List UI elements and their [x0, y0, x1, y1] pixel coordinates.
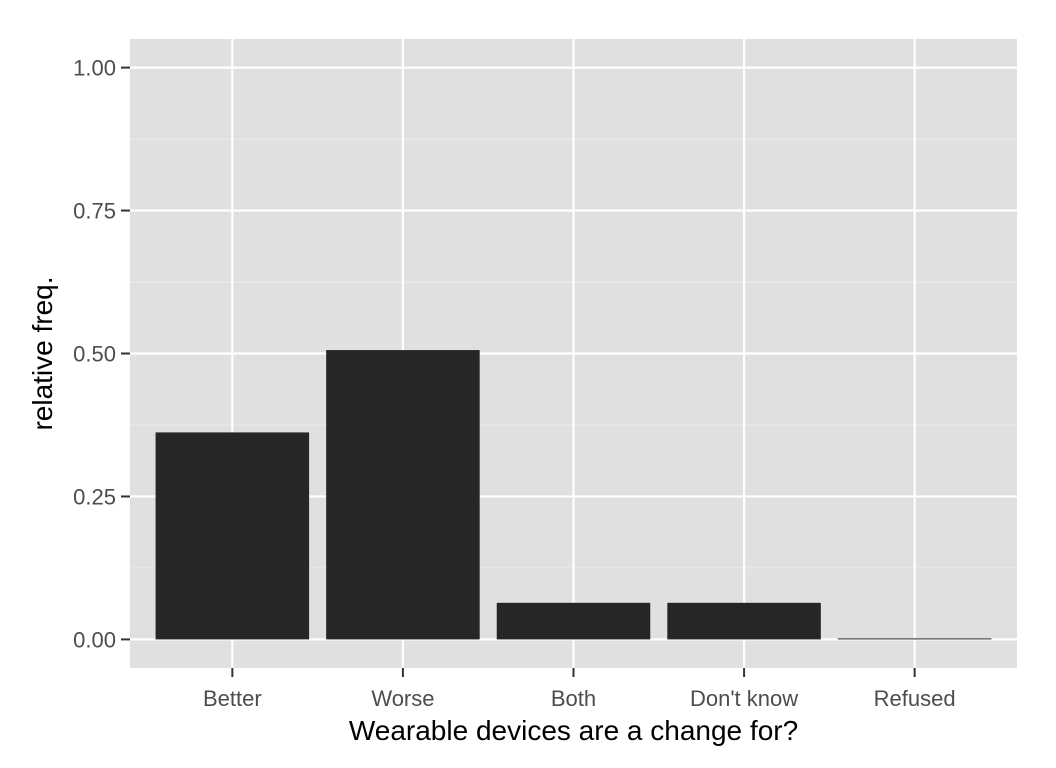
x-tick-label: Worse	[371, 686, 434, 711]
bars	[155, 350, 992, 640]
y-tick-label: 1.00	[73, 56, 116, 81]
y-tick-label: 0.50	[73, 342, 116, 367]
bar-both	[496, 602, 651, 640]
bar-refused	[837, 638, 992, 640]
y-axis-title: relative freq.	[27, 276, 58, 430]
x-tick-label: Don't know	[690, 686, 798, 711]
y-tick-label: 0.75	[73, 199, 116, 224]
y-tick-label: 0.00	[73, 627, 116, 652]
x-tick-label: Both	[551, 686, 596, 711]
x-tick-label: Better	[203, 686, 262, 711]
y-axis-ticks: 0.00 0.25 0.50 0.75 1.00	[73, 56, 130, 652]
x-axis-ticks: Better Worse Both Don't know Refused	[203, 668, 956, 711]
x-tick-label: Refused	[874, 686, 956, 711]
bar-better	[155, 432, 310, 640]
x-axis-title: Wearable devices are a change for?	[349, 715, 798, 746]
y-tick-label: 0.25	[73, 484, 116, 509]
bar-don-t-know	[667, 602, 821, 640]
bar-worse	[326, 350, 480, 640]
